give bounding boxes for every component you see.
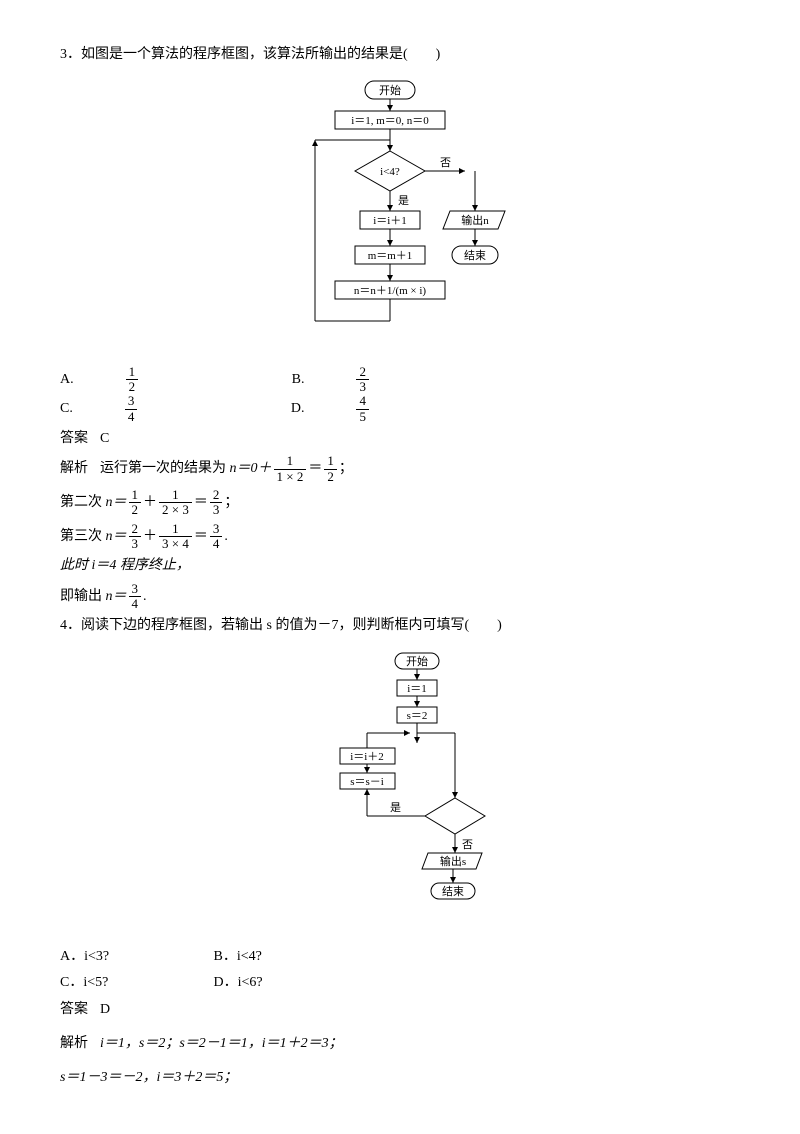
q3-exp2: 第二次 n＝12＋12 × 3＝23； <box>60 488 740 518</box>
fc-end: 结束 <box>464 249 486 262</box>
q4-optB: B．i<4? <box>214 946 364 968</box>
fc4-yes: 是 <box>390 801 401 814</box>
q3-flowchart: 开始 i＝1, m＝0, n＝0 i<4? 否 是 i＝i＋1 输出n m＝m＋… <box>60 76 740 354</box>
q4-answer: 答案D <box>60 999 740 1021</box>
fc4-s2: s＝s－i <box>350 776 384 788</box>
q3-number: 3． <box>60 47 81 62</box>
q4-optA: A．i<3? <box>60 946 210 968</box>
q4-number: 4． <box>60 618 81 633</box>
fc4-out: 输出s <box>440 854 466 868</box>
q3-exp3: 第三次 n＝23＋13 × 4＝34. <box>60 522 740 552</box>
q3-out: 即输出 n＝34. <box>60 582 740 612</box>
fc4-s1: i＝i＋2 <box>350 751 384 763</box>
fc-out: 输出n <box>461 213 489 227</box>
q3-term: 此时 i＝4 程序终止， <box>60 555 740 577</box>
q3-exp1: 解析运行第一次的结果为 n＝0＋11 × 2＝12； <box>60 454 740 484</box>
fc4-end: 结束 <box>442 885 464 898</box>
fc-s1: i＝i＋1 <box>373 215 407 227</box>
fc-s2: m＝m＋1 <box>368 250 413 262</box>
q4-options-row1: A．i<3? B．i<4? <box>60 946 740 968</box>
fc-init: i＝1, m＝0, n＝0 <box>351 115 429 127</box>
fc-s3: n＝n＋1/(m × i) <box>354 285 427 297</box>
q3-options: A.12 B.23 C.34 D.45 <box>60 365 740 424</box>
fc-cond: i<4? <box>380 166 400 178</box>
fc4-i2: s＝2 <box>407 710 428 722</box>
q4-exp1: 解析i＝1，s＝2；s＝2－1＝1，i＝1＋2＝3； <box>60 1033 740 1055</box>
q4-flowchart: 开始 i＝1 s＝2 i＝i＋2 s＝s－i 是 否 输出s 结束 <box>60 648 740 936</box>
fc4-start: 开始 <box>406 654 428 668</box>
q3-answer: 答案C <box>60 428 740 450</box>
q4-stem: 4．阅读下边的程序框图，若输出 s 的值为－7，则判断框内可填写( ) <box>60 615 740 637</box>
q4-options-row2: C．i<5? D．i<6? <box>60 972 740 994</box>
q4-optD: D．i<6? <box>214 972 364 994</box>
fc-yes: 是 <box>398 194 409 207</box>
fc-no: 否 <box>440 157 451 169</box>
q3-stem: 3．如图是一个算法的程序框图，该算法所输出的结果是( ) <box>60 44 740 66</box>
q4-optC: C．i<5? <box>60 972 210 994</box>
q4-exp2: s＝1－3＝－2，i＝3＋2＝5； <box>60 1067 740 1089</box>
fc-start: 开始 <box>379 83 401 97</box>
fc4-no: 否 <box>462 839 473 851</box>
fc4-i1: i＝1 <box>407 683 427 695</box>
